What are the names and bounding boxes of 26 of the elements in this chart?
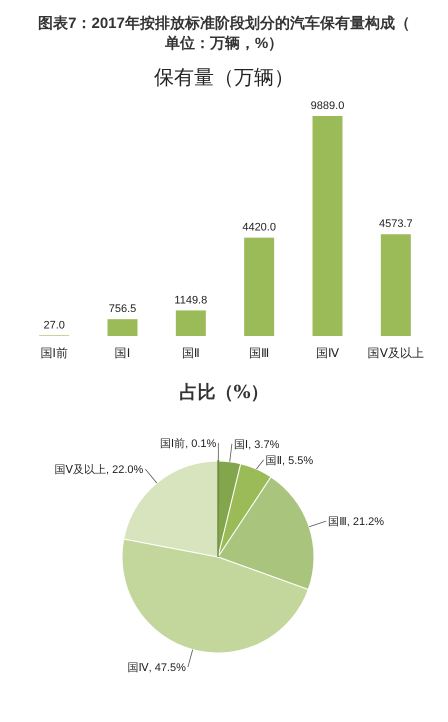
- data-label: 4420.0: [242, 222, 276, 234]
- slice-label: 国Ⅰ, 3.7%: [234, 438, 280, 451]
- x-tick-label: 国Ⅰ前: [40, 346, 68, 360]
- bar: [312, 116, 342, 336]
- chart-subtitle: 保有量（万辆）: [154, 65, 294, 89]
- slice-label: 国Ⅲ, 21.2%: [328, 516, 384, 528]
- x-tick-label: 国Ⅱ: [182, 346, 200, 360]
- x-tick-label: 国Ⅴ及以上: [368, 346, 424, 360]
- data-label: 27.0: [43, 319, 65, 332]
- data-label: 1149.8: [174, 294, 208, 306]
- x-tick-label: 国Ⅰ: [114, 346, 130, 360]
- bar: [108, 319, 138, 336]
- data-label: 9889.0: [310, 100, 344, 112]
- bar: [380, 234, 411, 336]
- x-tick-label: 国Ⅲ: [249, 346, 270, 360]
- bar: [176, 310, 206, 336]
- data-label: 756.5: [108, 303, 136, 316]
- slice-label: 国Ⅰ前, 0.1%: [160, 438, 217, 450]
- slice-label: 国Ⅴ及以上, 22.0%: [54, 463, 144, 476]
- chart-title: 占比（%）: [179, 382, 269, 403]
- bar: [244, 238, 274, 336]
- slice-label: 国Ⅱ, 5.5%: [266, 454, 314, 467]
- chart-title: 图表7：2017年按排放标准阶段划分的汽车保有量构成（单位：万辆，%）: [38, 14, 410, 52]
- data-label: 4573.7: [379, 218, 413, 230]
- slice-label: 国Ⅳ, 47.5%: [127, 662, 186, 674]
- x-tick-label: 国Ⅳ: [316, 346, 340, 360]
